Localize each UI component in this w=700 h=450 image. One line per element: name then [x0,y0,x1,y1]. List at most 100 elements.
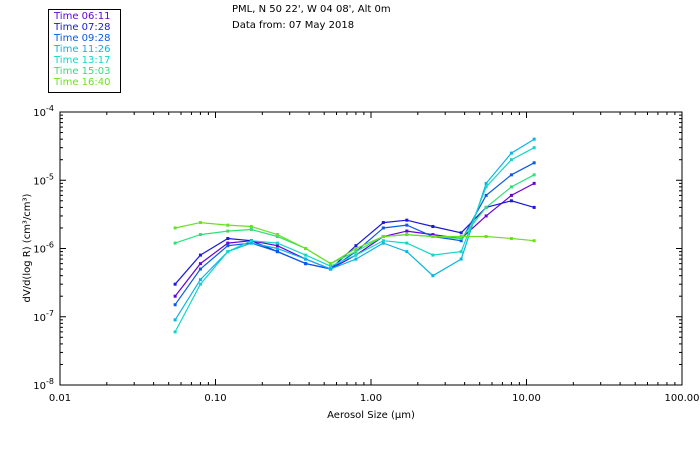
x-tick-label: 0.01 [49,393,71,404]
data-point [198,278,202,282]
data-point [381,241,385,245]
data-point [405,218,409,222]
data-point [509,199,513,203]
legend-item: Time 09:28 [54,33,111,44]
data-point [532,239,536,243]
data-point [275,234,279,238]
data-point [431,233,435,237]
y-tick-label: 10-4 [33,104,54,119]
data-point [249,225,253,229]
tick-labels-layer: 0.01 0.10 1.00 10.00 100.00 10-8 10-7 10-6 10-5 1… [33,104,699,404]
series-line [174,162,535,306]
data-point [198,221,202,225]
series-layer [173,137,536,334]
data-point [405,223,409,227]
data-point [431,274,435,278]
data-point [198,282,202,286]
chart-title: PML, N 50 22', W 04 08', Alt 0m [232,4,391,15]
data-point [226,223,230,227]
data-point [249,239,253,243]
data-point [354,244,358,248]
data-point [304,253,308,257]
x-axis-label: Aerosol Size (µm) [327,410,415,421]
data-point [173,226,177,230]
data-point [484,193,488,197]
data-point [405,250,409,254]
data-point [354,257,358,261]
data-point [198,262,202,266]
data-point [173,330,177,334]
data-point [431,225,435,229]
data-point [198,233,202,237]
data-point [173,282,177,286]
data-point [459,234,463,238]
data-point [509,185,513,189]
data-point [532,146,536,150]
data-point [329,267,333,271]
x-tick-label: 0.10 [204,393,226,404]
y-tick-label: 10-8 [33,377,54,392]
data-point [354,253,358,257]
data-point [532,181,536,185]
data-point [304,257,308,261]
data-point [459,239,463,243]
data-point [249,241,253,245]
data-point [198,253,202,257]
chart-date: Data from: 07 May 2018 [232,20,355,31]
data-point [275,241,279,245]
data-point [329,262,333,266]
data-point [329,264,333,268]
data-point [275,233,279,237]
data-point [459,250,463,254]
data-point [226,241,230,245]
data-point [304,262,308,266]
x-tick-label: 100.00 [665,393,700,404]
data-point [459,257,463,261]
series-line [174,138,535,321]
legend: Time 06:11 Time 07:28 Time 09:28 Time 11… [48,9,121,93]
plot-frame [59,111,683,386]
legend-item: Time 15:03 [54,66,111,77]
legend-item: Time 11:26 [54,44,111,55]
data-point [173,318,177,322]
data-point [484,185,488,189]
data-point [354,250,358,254]
legend-item: Time 16:40 [54,77,111,88]
data-point [381,234,385,238]
y-tick-label: 10-7 [33,309,54,324]
ticks-layer [59,112,682,386]
data-point [405,229,409,233]
data-point [532,173,536,177]
data-point [354,247,358,250]
data-point [226,237,230,241]
data-point [198,267,202,271]
data-point [173,241,177,245]
data-point [431,253,435,257]
data-point [509,237,513,241]
data-point [275,247,279,250]
data-point [275,250,279,254]
data-point [381,226,385,230]
y-tick-label: 10-6 [33,241,54,256]
x-tick-label: 1.00 [360,393,382,404]
data-point [226,250,230,254]
data-point [173,303,177,307]
data-point [509,193,513,197]
data-point [459,237,463,241]
data-point [484,181,488,185]
data-point [226,229,230,233]
x-tick-label: 10.00 [512,393,541,404]
data-point [405,233,409,237]
data-point [509,158,513,162]
data-point [304,247,308,250]
legend-item: Time 06:11 [54,11,111,22]
legend-item: Time 13:17 [54,55,111,66]
data-point [431,234,435,238]
data-point [484,214,488,218]
data-point [173,294,177,298]
data-point [381,221,385,225]
data-point [381,239,385,243]
y-axis-label: dV/d(log R) (cm³/cm³) [22,193,33,302]
data-point [405,241,409,245]
